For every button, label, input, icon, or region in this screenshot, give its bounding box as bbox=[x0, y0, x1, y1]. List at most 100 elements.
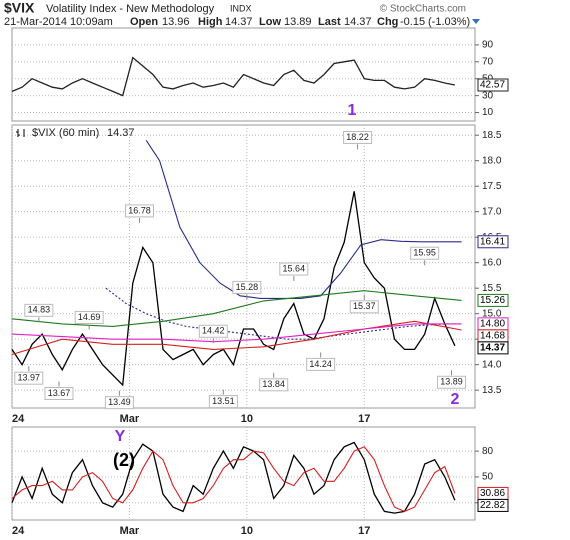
end-label: 14.68 bbox=[480, 331, 505, 342]
label-box bbox=[349, 300, 379, 314]
end-label: 42.57 bbox=[480, 80, 505, 91]
change-percent: (-1.03%) bbox=[428, 16, 470, 28]
field-value: -0.15 bbox=[400, 16, 425, 28]
label-box bbox=[279, 262, 309, 276]
end-label-box bbox=[477, 498, 509, 512]
legend-value: 14.37 bbox=[107, 127, 135, 139]
label-box bbox=[208, 395, 238, 409]
datetime: 21-Mar-2014 10:09am bbox=[4, 16, 113, 28]
wave-label: (2) bbox=[113, 450, 135, 470]
menu-arrow bbox=[472, 19, 480, 24]
y-tick-label: 15.0 bbox=[482, 308, 502, 319]
y-tick-label: 17.5 bbox=[482, 181, 502, 192]
label-box bbox=[306, 357, 336, 371]
field-label: Chg bbox=[377, 16, 398, 28]
exchange: INDX bbox=[230, 3, 252, 13]
end-label-box bbox=[477, 341, 509, 355]
x-tick-label: Mar bbox=[120, 525, 140, 537]
series-line bbox=[11, 320, 462, 356]
y-tick-label: 30 bbox=[482, 90, 494, 101]
y-tick-label: 15.5 bbox=[482, 283, 502, 294]
y-tick-label: 50 bbox=[482, 472, 494, 483]
label-box bbox=[124, 204, 154, 218]
series-line bbox=[11, 56, 456, 97]
field-value: 13.89 bbox=[284, 16, 312, 28]
price-label: 15.64 bbox=[283, 263, 306, 273]
price-label: 14.69 bbox=[78, 312, 101, 322]
price-label: 13.97 bbox=[18, 373, 41, 383]
label-box bbox=[259, 378, 289, 392]
label-box bbox=[198, 324, 228, 338]
y-tick-label: 10 bbox=[482, 107, 494, 118]
price-label: 13.84 bbox=[262, 379, 285, 389]
label-box bbox=[437, 375, 467, 389]
field-value: 14.37 bbox=[225, 16, 253, 28]
price-label: 18.22 bbox=[346, 132, 369, 142]
panel-frame bbox=[11, 426, 476, 521]
price-label: 13.67 bbox=[48, 388, 71, 398]
y-tick-label: 18.0 bbox=[482, 155, 502, 166]
end-label: 22.82 bbox=[480, 500, 505, 511]
label-box bbox=[104, 396, 134, 410]
x-tick-label: 24 bbox=[12, 413, 25, 425]
series-line bbox=[11, 323, 462, 343]
price-label: 16.78 bbox=[128, 205, 151, 215]
label-box bbox=[74, 310, 104, 324]
end-label: 14.37 bbox=[480, 343, 505, 354]
price-label: 15.37 bbox=[353, 301, 376, 311]
end-label: 14.80 bbox=[480, 319, 505, 330]
price-label: 14.42 bbox=[202, 326, 225, 336]
field-value: 14.37 bbox=[344, 16, 372, 28]
label-box bbox=[14, 371, 44, 385]
y-tick-label: 16.0 bbox=[482, 257, 502, 268]
wave-label: 2 bbox=[451, 391, 460, 408]
price-label: 14.24 bbox=[309, 359, 332, 369]
end-label: 16.41 bbox=[480, 236, 505, 247]
y-tick-label: 18.5 bbox=[482, 130, 502, 141]
price-label: 13.89 bbox=[440, 377, 463, 387]
wave-label: Y bbox=[115, 428, 126, 445]
watermark: © StockCharts.com bbox=[380, 4, 466, 15]
wave-label: 1 bbox=[348, 102, 357, 119]
end-label-box bbox=[477, 78, 509, 92]
label-box bbox=[410, 246, 440, 260]
end-label: 15.26 bbox=[480, 295, 505, 306]
symbol: $VIX bbox=[4, 0, 35, 16]
series-line bbox=[11, 441, 456, 514]
price-label: 13.49 bbox=[108, 397, 131, 407]
panel-frame bbox=[11, 124, 476, 409]
series-line bbox=[11, 290, 462, 327]
x-tick-label: 10 bbox=[241, 413, 253, 425]
label-box bbox=[343, 130, 373, 144]
series-line bbox=[11, 446, 456, 512]
end-label: 30.86 bbox=[480, 488, 505, 499]
price-label: 14.83 bbox=[28, 305, 51, 315]
end-label-box bbox=[477, 235, 509, 249]
y-tick-label: 70 bbox=[482, 56, 494, 67]
security-name: Volatility Index - New Methodology bbox=[46, 3, 215, 15]
x-tick-label: 17 bbox=[358, 413, 370, 425]
y-tick-label: 80 bbox=[482, 446, 494, 457]
price-label: 15.28 bbox=[236, 282, 259, 292]
price-label: 13.51 bbox=[212, 396, 235, 406]
field-label: Open bbox=[130, 16, 158, 28]
end-label-box bbox=[477, 293, 509, 307]
field-label: High bbox=[198, 16, 223, 28]
label-box bbox=[232, 280, 262, 294]
x-tick-label: Mar bbox=[120, 413, 140, 425]
label-box bbox=[44, 386, 74, 400]
y-tick-label: 90 bbox=[482, 40, 494, 51]
price-label: 15.95 bbox=[413, 248, 436, 258]
series-line bbox=[145, 139, 462, 299]
y-tick-label: 17.0 bbox=[482, 206, 502, 217]
field-value: 13.96 bbox=[162, 16, 190, 28]
field-label: Low bbox=[259, 16, 281, 28]
y-tick-label: 14.0 bbox=[482, 359, 502, 370]
x-tick-label: 10 bbox=[241, 525, 253, 537]
field-label: Last bbox=[318, 16, 341, 28]
x-tick-label: 24 bbox=[12, 525, 25, 537]
y-tick-label: 13.5 bbox=[482, 385, 502, 396]
series-line bbox=[11, 191, 456, 387]
legend-text: $VIX (60 min) bbox=[32, 127, 99, 139]
